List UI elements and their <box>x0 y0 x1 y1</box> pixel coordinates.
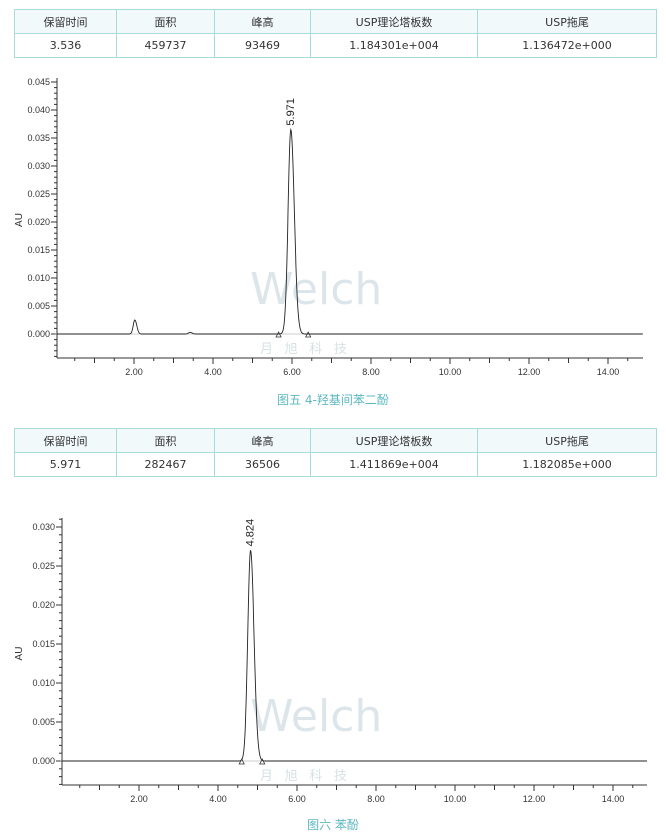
chromatogram-trace <box>62 550 647 762</box>
y-tick-label: 0.045 <box>27 77 50 87</box>
watermark-chinese: 月 旭 科 技 <box>260 341 351 356</box>
x-tick-label: 10.00 <box>444 794 467 804</box>
y-axis-label: AU <box>14 213 25 227</box>
cell: 459737 <box>116 33 215 58</box>
y-tick-label: 0.020 <box>32 600 55 610</box>
results-table-2: 保留时间 面积 峰高 USP理论塔板数 USP拖尾 5.971 282467 36506 1.… <box>14 428 657 477</box>
peak-label: 4.824 <box>245 519 257 547</box>
results-table-1: 保留时间 面积 峰高 USP理论塔板数 USP拖尾 3.536 459737 93469 1.… <box>14 9 657 58</box>
cell: 36506 <box>214 452 311 477</box>
y-tick-label: 0.025 <box>32 561 55 571</box>
x-tick-label: 4.00 <box>209 794 227 804</box>
header-retention-time: 保留时间 <box>14 428 117 453</box>
watermark-logo: Welch <box>250 264 382 315</box>
y-tick-label: 0.015 <box>27 245 50 255</box>
x-tick-label: 8.00 <box>367 794 385 804</box>
x-tick-label: 6.00 <box>288 794 306 804</box>
x-tick-label: 8.00 <box>362 367 380 377</box>
x-tick-label: 2.00 <box>130 794 148 804</box>
watermark-chinese: 月 旭 科 技 <box>260 768 351 783</box>
cell: 93469 <box>214 33 311 58</box>
header-height: 峰高 <box>214 428 311 453</box>
figure-caption-1: 图五 4-羟基间苯二酚 <box>277 393 389 407</box>
y-tick-label: 0.005 <box>32 717 55 727</box>
cell: 1.411869e+004 <box>310 452 478 477</box>
x-tick-label: 2.00 <box>125 367 143 377</box>
x-tick-label: 14.00 <box>602 794 625 804</box>
y-tick-label: 0.015 <box>32 639 55 649</box>
y-tick-label: 0.005 <box>27 301 50 311</box>
cell: 5.971 <box>14 452 117 477</box>
x-tick-label: 12.00 <box>518 367 541 377</box>
x-tick-label: 12.00 <box>523 794 546 804</box>
x-tick-label: 4.00 <box>204 367 222 377</box>
header-plates: USP理论塔板数 <box>310 428 478 453</box>
header-tailing: USP拖尾 <box>477 9 657 34</box>
peak-boundary-marker <box>305 331 312 338</box>
x-tick-label: 6.00 <box>283 367 301 377</box>
y-axis-label: AU <box>14 647 25 661</box>
chromatogram-trace <box>57 127 643 335</box>
chromatogram-1: 0.000 0.005 0.010 0.015 0.020 0.025 0.030 0.035… <box>14 77 643 377</box>
y-tick-label: 0.010 <box>27 273 50 283</box>
header-tailing: USP拖尾 <box>477 428 657 453</box>
x-tick-label: 10.00 <box>439 367 462 377</box>
y-tick-label: 0.000 <box>27 329 50 339</box>
y-tick-label: 0.035 <box>27 133 50 143</box>
y-tick-label: 0.025 <box>27 189 50 199</box>
chromatogram-2: 0.000 0.005 0.010 0.015 0.020 0.025 0.030 2.00 4… <box>14 518 647 804</box>
cell: 282467 <box>116 452 215 477</box>
watermark-logo: Welch <box>250 691 382 742</box>
header-plates: USP理论塔板数 <box>310 9 478 34</box>
peak-boundary-marker <box>259 758 266 765</box>
x-tick-label: 14.00 <box>597 367 620 377</box>
cell: 1.136472e+000 <box>477 33 657 58</box>
figure-caption-2: 图六 苯酚 <box>307 818 359 832</box>
header-retention-time: 保留时间 <box>14 9 117 34</box>
peak-boundary-marker <box>238 758 245 765</box>
peak-boundary-marker <box>275 331 282 338</box>
y-tick-label: 0.010 <box>32 678 55 688</box>
y-tick-label: 0.040 <box>27 105 50 115</box>
cell: 1.184301e+004 <box>310 33 478 58</box>
peak-label: 5.971 <box>285 98 297 126</box>
cell: 3.536 <box>14 33 117 58</box>
cell: 1.182085e+000 <box>477 452 657 477</box>
y-tick-label: 0.020 <box>27 217 50 227</box>
header-area: 面积 <box>116 428 215 453</box>
y-tick-label: 0.000 <box>32 756 55 766</box>
y-tick-label: 0.030 <box>32 522 55 532</box>
y-tick-label: 0.030 <box>27 161 50 171</box>
